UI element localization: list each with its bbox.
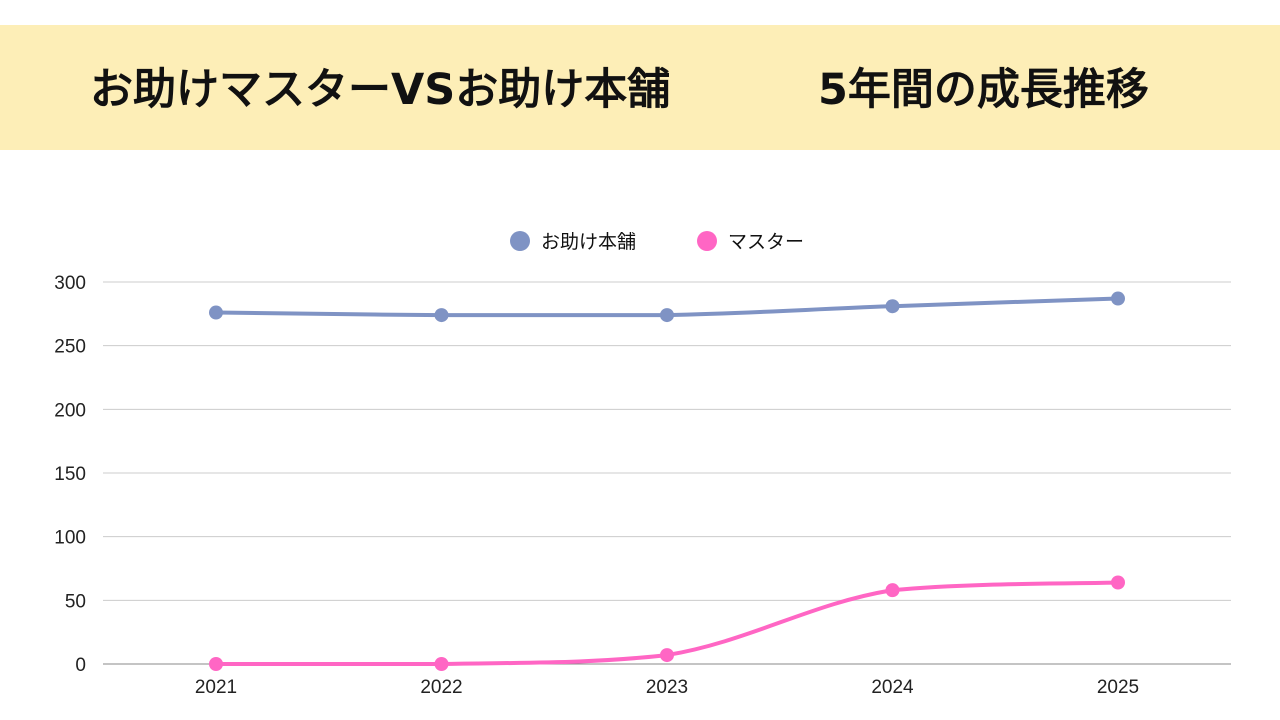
- page-title: お助けマスターVSお助け本舗: [90, 65, 671, 115]
- legend-marker: [697, 231, 717, 251]
- data-point: [660, 308, 674, 323]
- title-banner: [0, 25, 1280, 150]
- data-point: [434, 308, 449, 323]
- data-point: [885, 583, 900, 598]
- legend-label: お助け本舗: [541, 231, 636, 253]
- x-tick-label: 2021: [195, 677, 237, 698]
- data-point: [1111, 291, 1125, 306]
- page-subtitle: 5年間の成長推移: [818, 65, 1149, 115]
- legend-marker: [510, 231, 530, 251]
- y-tick-label: 150: [54, 464, 86, 485]
- y-tick-label: 200: [54, 400, 86, 421]
- data-point: [885, 299, 900, 314]
- x-tick-label: 2024: [871, 677, 914, 698]
- data-point: [209, 305, 223, 320]
- legend-label: マスター: [728, 231, 804, 253]
- data-point: [434, 657, 449, 671]
- y-tick-label: 100: [54, 528, 86, 549]
- x-tick-label: 2023: [646, 677, 688, 698]
- data-point: [1111, 575, 1125, 590]
- data-point: [209, 657, 223, 671]
- data-point: [660, 648, 674, 663]
- x-tick-label: 2025: [1097, 677, 1139, 698]
- y-tick-label: 0: [75, 655, 86, 676]
- y-tick-label: 50: [65, 591, 86, 612]
- y-tick-label: 300: [54, 273, 86, 294]
- y-tick-label: 250: [54, 337, 86, 358]
- x-tick-label: 2022: [420, 677, 462, 698]
